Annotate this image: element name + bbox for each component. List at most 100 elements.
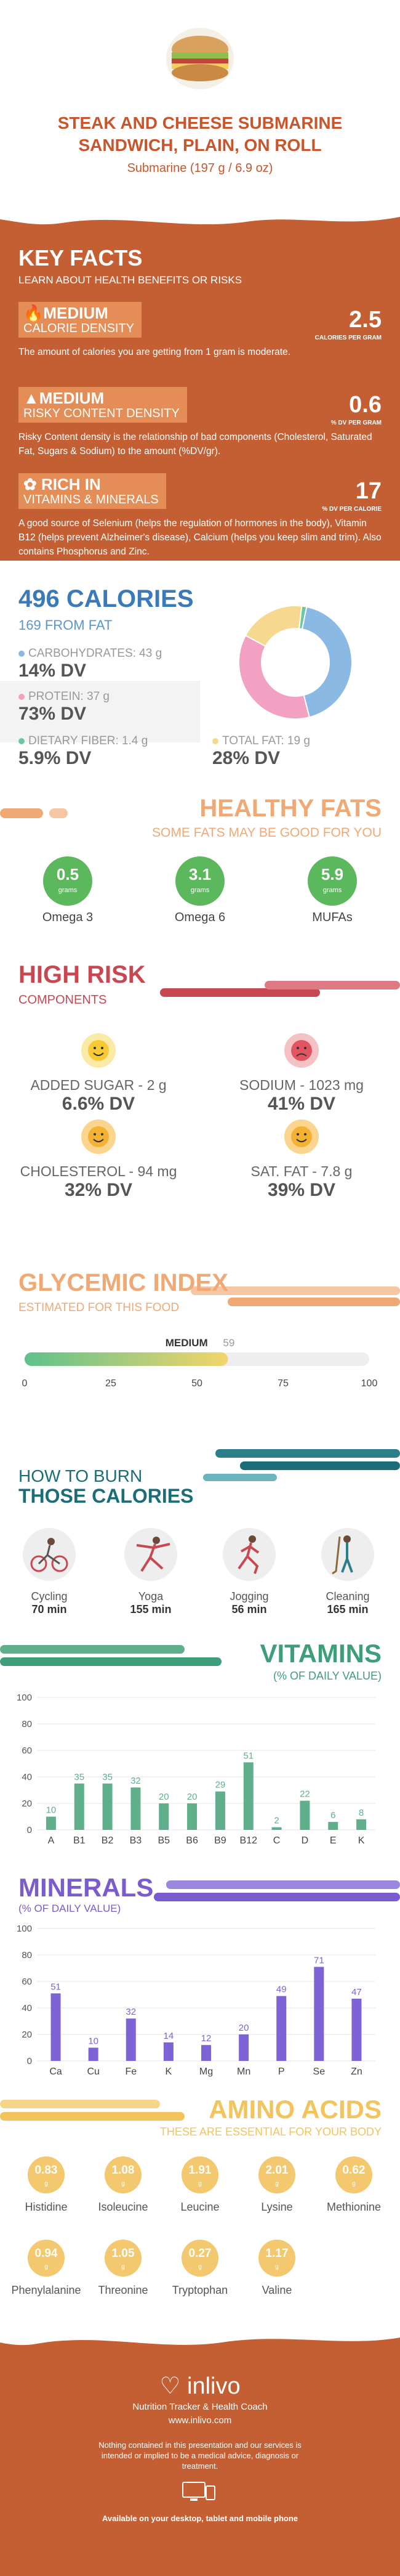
bar-Cu bbox=[88, 2047, 98, 2061]
activity-minutes: 70 min bbox=[31, 1603, 67, 1615]
amino-value: 0.27 bbox=[188, 2247, 212, 2260]
bar-value-label: 47 bbox=[351, 1987, 362, 1997]
amino-item-threonine: 1.05 g Threonine bbox=[86, 2240, 160, 2297]
bar-A bbox=[46, 1816, 56, 1830]
bar-value-label: 6 bbox=[330, 1810, 335, 1821]
x-tick-label: K bbox=[358, 1835, 365, 1846]
brand-logo: ♡ inlivo bbox=[0, 2372, 400, 2400]
bar-value-label: 10 bbox=[46, 1805, 57, 1816]
x-tick-label: B6 bbox=[186, 1835, 198, 1846]
amino-name: Histidine bbox=[25, 2201, 68, 2213]
y-tick-label: 60 bbox=[22, 1977, 32, 1987]
amino-item-isoleucine: 1.08 g Isoleucine bbox=[86, 2156, 160, 2214]
y-tick-label: 0 bbox=[27, 1825, 32, 1835]
amino-value: 1.05 bbox=[111, 2247, 135, 2260]
fact-name: RISKY CONTENT DENSITY bbox=[23, 407, 180, 420]
bar-value-label: 2 bbox=[274, 1816, 279, 1826]
bar-Ca bbox=[50, 1993, 61, 2061]
amino-unit: g bbox=[121, 2180, 125, 2187]
y-tick-label: 100 bbox=[17, 1924, 32, 1934]
gauge-tick-label: 25 bbox=[105, 1378, 116, 1389]
fact-value: 2.5 CALORIES PER GRAM bbox=[315, 308, 382, 343]
mufas-item: 5.9 grams MUFAs bbox=[292, 856, 372, 925]
bar-K bbox=[356, 1819, 367, 1830]
amino-value: 1.91 bbox=[188, 2164, 212, 2177]
devices-icon bbox=[182, 2482, 215, 2501]
protein-dot-icon bbox=[18, 694, 25, 700]
x-tick-label: Fe bbox=[125, 2066, 137, 2077]
sat-fat-item: SAT. FAT - 7.8 g 39% DV bbox=[209, 1118, 394, 1201]
protein-dv: 73% DV bbox=[18, 704, 87, 724]
fat-unit: grams bbox=[190, 887, 210, 894]
brand-tagline: Nutrition Tracker & Health Coach bbox=[132, 2402, 268, 2412]
key-facts-section: KEY FACTS LEARN ABOUT HEALTH BENEFITS OR… bbox=[0, 209, 400, 561]
bar-B9 bbox=[215, 1791, 225, 1830]
vitamins-subtitle: (% OF DAILY VALUE) bbox=[273, 1670, 382, 1682]
gauge-tick-label: 75 bbox=[278, 1378, 289, 1389]
high-risk-subtitle: COMPONENTS bbox=[18, 993, 107, 1007]
fat-circle: 0.5 grams bbox=[43, 856, 92, 906]
fat-name: Omega 6 bbox=[174, 911, 226, 924]
healthy-fats-title: HEALTHY FATS bbox=[199, 795, 382, 822]
risk-dv: 6.6% DV bbox=[62, 1094, 135, 1114]
sad-face-icon bbox=[284, 1033, 319, 1068]
amino-value: 0.62 bbox=[342, 2164, 366, 2177]
bar-value-label: 12 bbox=[201, 2033, 212, 2044]
amino-name: Threonine bbox=[98, 2284, 148, 2296]
decorative-pills bbox=[0, 808, 68, 818]
x-tick-label: D bbox=[302, 1835, 309, 1846]
x-tick-label: B1 bbox=[73, 1835, 86, 1846]
fat-stat: TOTAL FAT: 19 g 28% DV bbox=[212, 734, 310, 769]
carbs-dv: 14% DV bbox=[18, 660, 87, 681]
burn-calories-section: HOW TO BURN THOSE CALORIES Cycling 70 mi… bbox=[0, 1436, 400, 1633]
x-tick-label: Mn bbox=[237, 2066, 250, 2077]
activity-minutes: 155 min bbox=[130, 1603, 172, 1615]
bar-Fe bbox=[126, 2018, 136, 2061]
footer: ♡ inlivo Nutrition Tracker & Health Coac… bbox=[0, 2329, 400, 2576]
bar-value-label: 10 bbox=[88, 2036, 98, 2047]
risk-label: SAT. FAT - 7.8 g bbox=[250, 1163, 353, 1179]
amino-name: Phenylalanine bbox=[11, 2284, 81, 2296]
fact-number: 17 bbox=[355, 478, 382, 504]
amino-circle: 0.62 g bbox=[335, 2156, 372, 2193]
glycemic-index-section: GLYCEMIC INDEX ESTIMATED FOR THIS FOOD M… bbox=[0, 1269, 400, 1436]
flame-icon: 🔥 bbox=[23, 304, 44, 322]
fiber-label: DIETARY FIBER: 1.4 g bbox=[28, 734, 148, 747]
amino-circle: 0.27 g bbox=[182, 2240, 218, 2277]
amino-value: 0.83 bbox=[34, 2164, 58, 2177]
fat-circle: 5.9 grams bbox=[308, 856, 357, 906]
fat-dv: 28% DV bbox=[212, 748, 281, 768]
activity-name: Cleaning bbox=[326, 1590, 370, 1603]
fiber-dot-icon bbox=[18, 738, 25, 744]
fact-level: MEDIUM bbox=[43, 304, 108, 322]
calories-section: 496 CALORIES 169 FROM FAT CARBOHYDRATES:… bbox=[0, 561, 400, 789]
amino-item-phenylalanine: 0.94 g Phenylalanine bbox=[9, 2240, 83, 2297]
bar-Se bbox=[314, 1967, 324, 2061]
risk-dv: 41% DV bbox=[267, 1094, 336, 1114]
y-tick-label: 60 bbox=[22, 1745, 32, 1756]
vitamins-section: VITAMINS (% OF DAILY VALUE) 0 20 40 60 80 100… bbox=[0, 1633, 400, 1861]
amino-unit: g bbox=[352, 2180, 356, 2187]
protein-label: PROTEIN: 37 g bbox=[28, 690, 110, 703]
brand-url[interactable]: www.inlivo.com bbox=[168, 2415, 232, 2426]
fiber-stat: DIETARY FIBER: 1.4 g 5.9% DV bbox=[18, 734, 148, 769]
minerals-bar-chart: 0 20 40 60 80 100 51 Ca 10 Cu 32 Fe 14 K 12 Mg 20 Mn 49 P 71… bbox=[17, 1924, 375, 2077]
bar-B3 bbox=[130, 1787, 141, 1830]
bar-P bbox=[276, 1996, 287, 2061]
amino-unit: g bbox=[198, 2264, 202, 2270]
gauge-level-label: MEDIUM bbox=[166, 1337, 208, 1349]
amino-item-lysine: 2.01 g Lysine bbox=[240, 2156, 314, 2214]
amino-name: Valine bbox=[262, 2284, 292, 2296]
fact-number: 2.5 bbox=[349, 307, 382, 333]
cholesterol-item: CHOLESTEROL - 94 mg 32% DV bbox=[6, 1118, 191, 1201]
activity-cleaning: Cleaning 165 min bbox=[311, 1528, 385, 1616]
bar-value-label: 32 bbox=[130, 1776, 141, 1786]
activity-cycling: Cycling 70 min bbox=[12, 1528, 86, 1616]
bar-E bbox=[328, 1822, 338, 1830]
bar-value-label: 51 bbox=[50, 1981, 61, 1992]
carbs-dot-icon bbox=[18, 651, 25, 657]
page-title: STEAK AND CHEESE SUBMARINE SANDWICH, PLA… bbox=[0, 112, 400, 156]
bar-value-label: 29 bbox=[215, 1780, 226, 1790]
amino-unit: g bbox=[44, 2264, 48, 2270]
risk-dv: 39% DV bbox=[267, 1180, 336, 1200]
